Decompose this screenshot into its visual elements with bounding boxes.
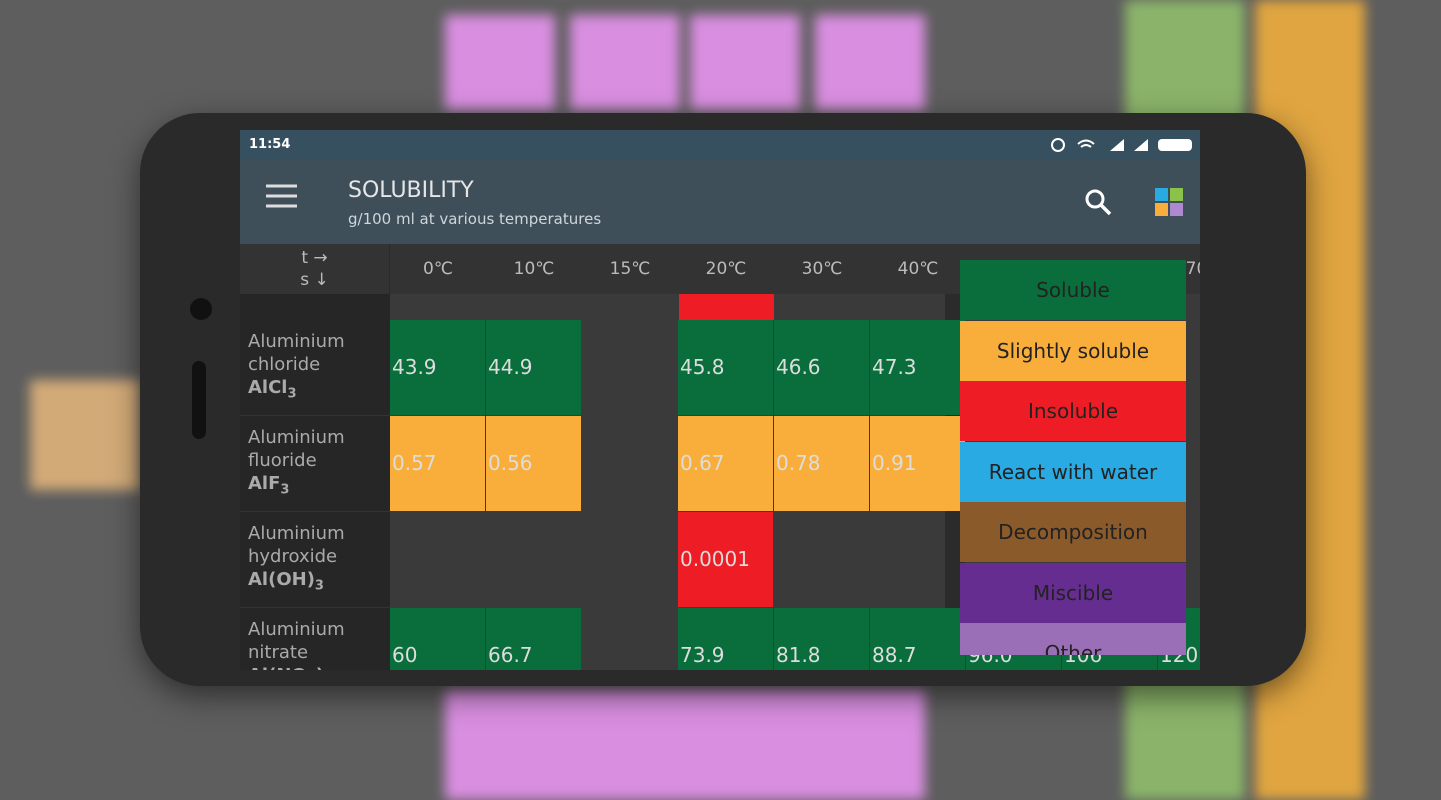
clock: 11:54 [249,137,291,152]
row-name: AluminiumnitrateAl(NO3)3 [240,608,390,670]
app-bar: SOLUBILITY g/100 ml at various temperatu… [240,160,1200,244]
value-cell: 45.8 [678,320,773,415]
compound-name: nitrate [248,642,309,663]
status-bar: 11:54 [240,130,1200,160]
formula: AlF3 [248,472,390,502]
value-cell: 46.6 [774,320,869,415]
row-name: Aluminium chloride AlCl3 [240,320,390,416]
value-cell: 0.0001 [678,512,773,607]
menu-button[interactable] [266,184,298,208]
app-subtitle: g/100 ml at various temperatures [348,210,602,228]
formula-part: AlCl [248,377,288,398]
column-header: 10℃ [486,244,583,294]
value-cell: 73.9 [678,608,773,670]
value-cell: 0.57 [390,416,485,511]
app-title: SOLUBILITY [348,178,474,203]
formula-part: AlF [248,473,281,494]
column-header: 40℃ [870,244,967,294]
compound-name: fluoride [248,450,317,471]
formula-part: Al(OH) [248,569,315,590]
status-icons [1051,138,1192,152]
column-header: 0℃ [390,244,487,294]
partial-row-name [240,294,390,320]
partial-cell [679,294,774,320]
legend-item[interactable]: Miscible [960,562,1186,623]
search-button[interactable] [1084,188,1114,218]
compound-name: chloride [248,354,321,375]
compound-name: Aluminium [248,427,345,448]
column-header: 20℃ [678,244,775,294]
value-cell: 60 [390,608,485,670]
legend-item[interactable]: Insoluble [960,381,1186,441]
value-cell: 47.3 [870,320,965,415]
compound-name: Aluminium [248,619,345,640]
corner-label: s ↓ [300,270,329,290]
column-header: 30℃ [774,244,871,294]
corner-label: t → [301,248,328,268]
screen: 11:54 SOLUBILITY g/100 ml at various tem… [240,130,1200,670]
formula-part: 3 [314,578,324,594]
value-cell: 88.7 [870,608,965,670]
compound-name: Aluminium [248,331,345,352]
value-cell: 66.7 [486,608,581,670]
formula-part: Al(NO [248,665,307,670]
value-cell: 44.9 [486,320,581,415]
legend-item[interactable]: Slightly soluble [960,320,1186,381]
compound-name: hydroxide [248,546,338,567]
value-cell: 0.56 [486,416,581,511]
value-cell: 0.67 [678,416,773,511]
table-corner: t → s ↓ [240,244,390,294]
formula: Al(NO3)3 [248,664,390,670]
row-name: Aluminium fluoride AlF3 [240,416,390,512]
formula-part: ) [316,665,324,670]
value-cell: 0.91 [870,416,965,511]
legend-item[interactable]: Other [960,623,1186,655]
formula: Al(OH)3 [248,568,390,598]
formula: AlCl3 [248,376,390,406]
value-cell: 0.78 [774,416,869,511]
formula-part: 3 [280,482,290,498]
legend-item[interactable]: Decomposition [960,502,1186,562]
compound-name: Aluminium [248,523,345,544]
row-name: Aluminium hydroxide Al(OH)3 [240,512,390,608]
legend-item[interactable]: React with water [960,441,1186,502]
value-cell: 43.9 [390,320,485,415]
formula-part: 3 [287,386,297,402]
value-cell: 81.8 [774,608,869,670]
legend-button[interactable] [1155,188,1185,218]
column-header: 15℃ [582,244,679,294]
legend-item[interactable]: Soluble [960,260,1186,320]
